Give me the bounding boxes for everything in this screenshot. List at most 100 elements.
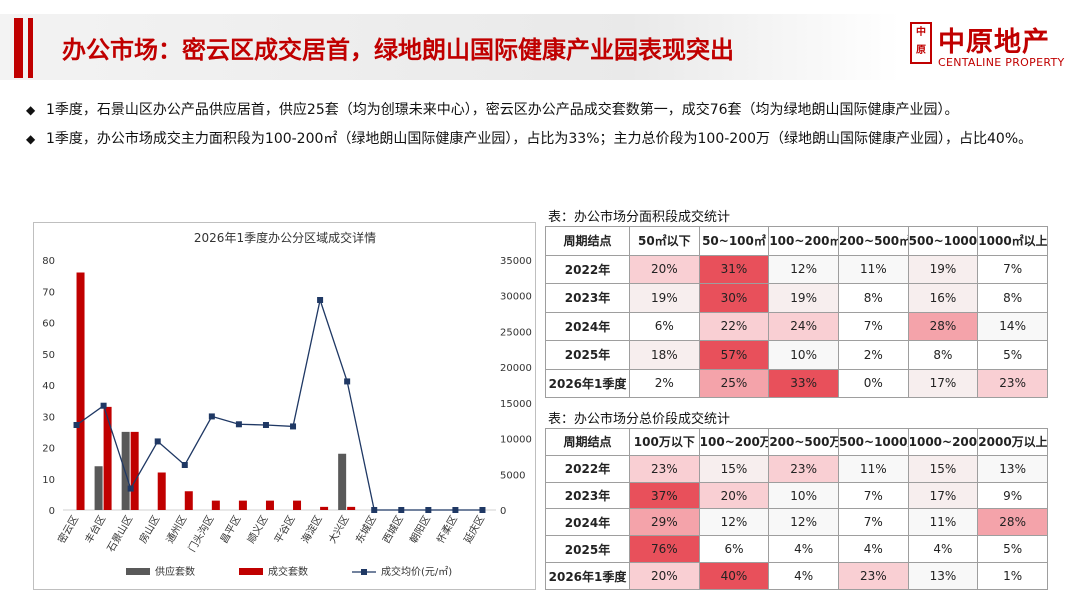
table-header-row: 周期结点100万以下100~200万200~500万500~1000万1000~… <box>545 428 1048 456</box>
left-axis-tick-label: 70 <box>42 287 55 298</box>
table-cell: 31% <box>698 254 770 284</box>
table-column-header: 200~500万 <box>768 428 839 456</box>
left-axis-tick-label: 40 <box>42 381 55 392</box>
x-axis-category-label: 顺义区 <box>245 514 270 546</box>
avg-price-marker <box>425 507 432 513</box>
table-cell: 20% <box>698 481 770 510</box>
table-row-label: 2024年 <box>545 311 630 341</box>
table-row: 2022年 20% 31% 12% 11% 19% 7% <box>545 254 1048 284</box>
table-cell: 11% <box>837 254 909 284</box>
left-axis-tick-label: 50 <box>42 350 55 361</box>
table-cell: 11% <box>837 454 909 483</box>
table-row: 2023年 37% 20% 10% 7% 17% 9% <box>545 481 1048 510</box>
table-cell: 29% <box>629 508 700 537</box>
table-cell: 37% <box>629 481 700 510</box>
bullet-item: ◆ 1季度，办公市场成交主力面积段为100-200㎡（绿地朗山国际健康产业园），… <box>26 126 1056 152</box>
avg-price-marker <box>479 507 486 513</box>
table-row: 2022年 23% 15% 23% 11% 15% 13% <box>545 454 1048 483</box>
x-axis-category-label: 西城区 <box>380 514 405 546</box>
deals-bar <box>211 500 220 510</box>
x-axis-category-label: 怀柔区 <box>435 514 460 546</box>
table-cell: 15% <box>907 454 979 483</box>
table-cell: 9% <box>977 481 1048 510</box>
table-cell: 24% <box>768 311 839 341</box>
right-axis-tick-label: 30000 <box>500 292 532 303</box>
bullet-item: ◆ 1季度，石景山区办公产品供应居首，供应25套（均为创璟未来中心），密云区办公… <box>26 97 1056 123</box>
logo-en-text: CENTALINE PROPERTY <box>938 56 1065 69</box>
avg-price-marker <box>73 422 80 428</box>
logo-icon: 中原 <box>910 22 932 64</box>
table-cell: 8% <box>837 283 909 313</box>
right-axis-tick-label: 0 <box>500 506 506 517</box>
deals-bar <box>157 472 166 510</box>
table-cell: 28% <box>977 508 1048 537</box>
left-axis-tick-label: 0 <box>49 506 55 517</box>
price-stats-table: 周期结点100万以下100~200万200~500万500~1000万1000~… <box>545 428 1048 590</box>
table-cell: 10% <box>768 481 839 510</box>
table-cell: 1% <box>977 562 1048 590</box>
table-cell: 40% <box>698 562 770 590</box>
table-corner-header: 周期结点 <box>545 226 630 256</box>
table-cell: 2% <box>629 368 700 398</box>
left-axis-tick-label: 10 <box>42 475 55 486</box>
avg-price-marker <box>371 507 378 513</box>
table-row: 2024年 6% 22% 24% 7% 28% 14% <box>545 311 1048 341</box>
right-axis-tick-label: 35000 <box>500 256 532 267</box>
title-accent-bar-thin <box>28 18 33 78</box>
table-cell: 0% <box>837 368 909 398</box>
deals-bar <box>184 491 193 510</box>
table-cell: 13% <box>977 454 1048 483</box>
deals-bar <box>238 500 247 510</box>
diamond-bullet-icon: ◆ <box>26 103 36 117</box>
deals-bar <box>347 506 356 510</box>
bullet-text: 1季度，办公市场成交主力面积段为100-200㎡（绿地朗山国际健康产业园），占比… <box>46 131 1033 147</box>
table-cell: 19% <box>907 254 979 284</box>
table-cell: 8% <box>977 283 1048 313</box>
right-axis-tick-label: 10000 <box>500 435 532 446</box>
table-cell: 23% <box>768 454 839 483</box>
table-cell: 22% <box>698 311 770 341</box>
table-column-header: 1000㎡以上 <box>977 226 1048 256</box>
avg-price-marker <box>290 423 297 430</box>
table-cell: 28% <box>907 311 979 341</box>
table-row-label: 2022年 <box>545 454 630 483</box>
supply-bar <box>338 453 347 510</box>
table-cell: 25% <box>698 368 770 398</box>
table-cell: 4% <box>768 562 839 590</box>
table-cell: 5% <box>977 535 1048 564</box>
table-column-header: 100万以下 <box>629 428 700 456</box>
avg-price-marker <box>127 485 134 492</box>
table-row-label: 2024年 <box>545 508 630 537</box>
table-cell: 19% <box>768 283 839 313</box>
table-header-row: 周期结点 50㎡以下 50~100㎡ 100~200㎡ 200~500㎡ 500~1000… <box>545 226 1048 256</box>
table-cell: 7% <box>837 508 909 537</box>
table-row-label: 2025年 <box>545 535 630 564</box>
table-column-header: 500~1000万 <box>837 428 909 456</box>
table-cell: 7% <box>977 254 1048 284</box>
x-axis-category-label: 通州区 <box>164 514 189 546</box>
x-axis-category-label: 朝阳区 <box>408 514 433 546</box>
logo-cn-text: 中原地产 <box>938 27 1050 58</box>
avg-price-marker <box>317 297 324 303</box>
avg-price-marker <box>154 438 161 445</box>
table-cell: 12% <box>768 508 839 537</box>
table-row: 2024年 29% 12% 12% 7% 11% 28% <box>545 508 1048 537</box>
x-axis-category-label: 丰台区 <box>82 513 108 545</box>
legend-label-deals: 成交套数 <box>268 565 308 578</box>
area-stats-table: 周期结点 50㎡以下 50~100㎡ 100~200㎡ 200~500㎡ 500~1000… <box>545 226 1048 398</box>
district-chart-svg: 2026年1季度办公分区域成交详情 0 10 20 30 40 50 60 70 80 0 5000 1… <box>42 230 532 578</box>
avg-price-marker <box>235 421 242 428</box>
supply-bar <box>121 431 130 510</box>
table-cell: 7% <box>837 311 909 341</box>
table-cell: 23% <box>629 454 700 483</box>
title-bar <box>0 14 900 80</box>
legend-label-price: 成交均价(元/㎡) <box>381 565 452 578</box>
table-cell: 11% <box>907 508 979 537</box>
deals-bar <box>76 272 85 510</box>
summary-bullets: ◆ 1季度，石景山区办公产品供应居首，供应25套（均为创璟未来中心），密云区办公… <box>26 97 1056 155</box>
area-table-caption: 表：办公市场分面积段成交统计 <box>548 210 731 225</box>
table-row: 2025年 76% 6% 4% 4% 4% 5% <box>545 535 1048 564</box>
table-row-label: 2026年1季度 <box>545 562 630 590</box>
avg-price-marker <box>262 422 269 428</box>
table-column-header: 50㎡以下 <box>629 226 700 256</box>
